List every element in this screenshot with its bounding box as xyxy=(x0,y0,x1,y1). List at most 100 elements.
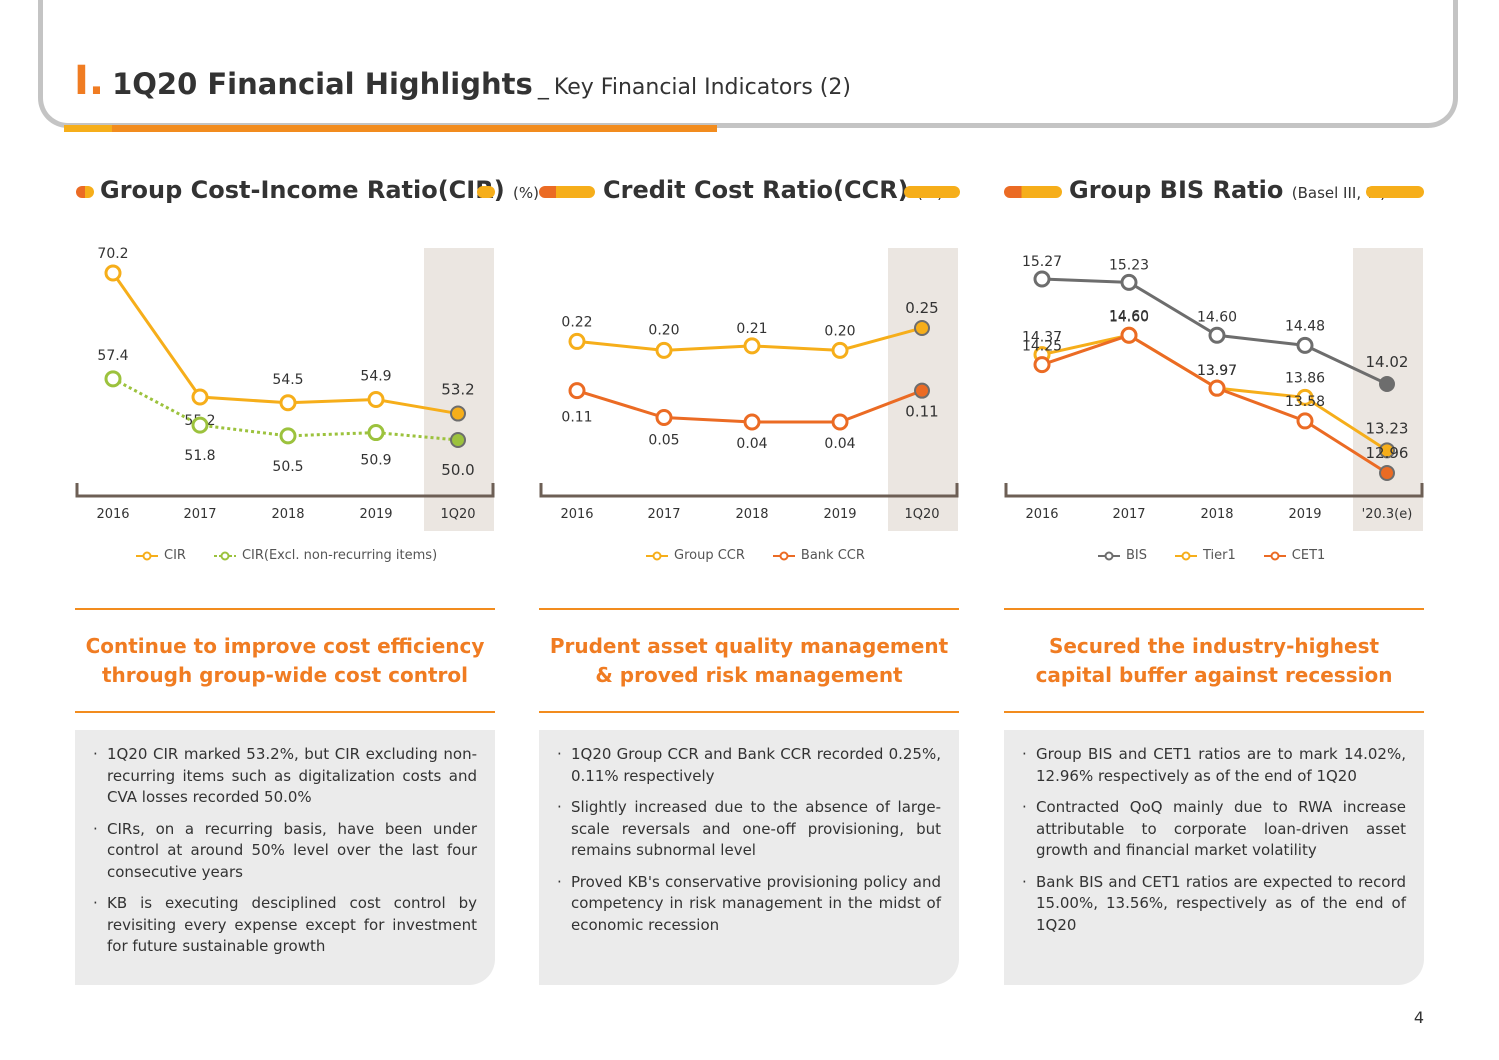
panel-title-cir: Group Cost-Income Ratio(CIR) (%) xyxy=(100,176,539,204)
divider xyxy=(1004,608,1424,610)
x-tick-label: 2017 xyxy=(647,507,680,522)
panel-title-bis: Group BIS Ratio (Basel III, %) xyxy=(1069,176,1386,204)
data-label: 14.25 xyxy=(1022,339,1062,355)
legend-swatch xyxy=(1098,551,1120,560)
divider xyxy=(1004,711,1424,713)
legend-label: Tier1 xyxy=(1203,548,1236,563)
data-label: 0.22 xyxy=(561,314,592,330)
data-point xyxy=(743,337,761,355)
series-line xyxy=(1041,333,1388,475)
axis-bracket xyxy=(539,483,959,498)
divider xyxy=(539,608,959,610)
legend-label: CIR(Excl. non-recurring items) xyxy=(241,548,438,563)
legend-swatch xyxy=(136,551,158,560)
bullet-item: Contracted QoQ mainly due to RWA increas… xyxy=(1022,797,1406,862)
bullet-item: 1Q20 CIR marked 53.2%, but CIR excluding… xyxy=(93,744,477,809)
data-point xyxy=(104,370,122,388)
bullet-item: Group BIS and CET1 ratios are to mark 14… xyxy=(1022,744,1406,787)
bullet-item: CIRs, on a recurring basis, have been un… xyxy=(93,819,477,884)
legend-swatch xyxy=(213,551,236,560)
divider xyxy=(75,711,495,713)
title-main: 1Q20 Financial Highlights xyxy=(112,67,533,101)
data-point xyxy=(1379,465,1395,481)
legend-swatch xyxy=(1263,551,1286,560)
x-tick-label: 2018 xyxy=(271,507,304,522)
data-point xyxy=(1296,336,1314,354)
x-tick-label: '20.3(e) xyxy=(1362,507,1413,522)
bullet-item: KB is executing desciplined cost control… xyxy=(93,893,477,958)
legend-label: CET1 xyxy=(1291,548,1326,563)
data-point xyxy=(914,382,930,399)
headline-line: capital buffer against recession xyxy=(1035,663,1393,687)
data-point xyxy=(279,427,297,445)
data-label: 13.97 xyxy=(1197,363,1237,379)
header-frame xyxy=(38,0,1458,128)
headline-line: through group-wide cost control xyxy=(102,663,468,687)
x-tick-label: 1Q20 xyxy=(440,507,475,522)
x-tick-label: 2018 xyxy=(1200,507,1233,522)
bullet-item: Proved KB's conservative provisioning po… xyxy=(557,872,941,937)
legend-item: CET1 xyxy=(1263,548,1326,563)
bullet-item: Slightly increased due to the absence of… xyxy=(557,797,941,862)
bullet-item: Bank BIS and CET1 ratios are expected to… xyxy=(1022,872,1406,937)
panel-title-unit: (%) xyxy=(513,184,539,202)
data-label: 0.20 xyxy=(824,323,855,339)
divider xyxy=(539,711,959,713)
headline-line: Prudent asset quality management xyxy=(549,634,949,658)
legend-item: Bank CCR xyxy=(772,548,865,563)
data-label: 50.9 xyxy=(360,453,391,469)
x-tick-label: 2018 xyxy=(735,507,768,522)
legend-label: CIR xyxy=(164,548,186,563)
headline-line: & proved risk management xyxy=(595,663,903,687)
data-point xyxy=(1296,388,1314,406)
headline-line: Continue to improve cost efficiency xyxy=(85,634,485,658)
data-label: 54.9 xyxy=(360,368,391,384)
legend-swatch xyxy=(772,551,795,560)
data-label: 15.23 xyxy=(1109,257,1149,273)
data-label: 15.27 xyxy=(1022,254,1062,270)
panel-title-text: Group BIS Ratio xyxy=(1069,176,1284,204)
data-point xyxy=(279,394,297,412)
panel-title-ccr: Credit Cost Ratio(CCR) (%) xyxy=(603,176,943,204)
series-line xyxy=(111,272,459,416)
data-point xyxy=(1033,270,1051,288)
legend-item: BIS xyxy=(1098,548,1147,563)
headline-line: Secured the industry-highest xyxy=(1048,634,1380,658)
section-numeral: I. xyxy=(74,58,105,104)
title-pill-left xyxy=(76,186,94,198)
x-tick-label: 2019 xyxy=(1288,507,1321,522)
data-point xyxy=(1208,379,1226,397)
data-point xyxy=(1296,412,1314,430)
data-point xyxy=(914,320,930,336)
data-label: 14.60 xyxy=(1109,308,1149,324)
data-label: 13.86 xyxy=(1285,370,1325,386)
bis-line-chart: 2016 2017 2018 2019 '20.3(e) 15.27 15.23 14.60 1… xyxy=(1004,248,1424,531)
data-label: 50.0 xyxy=(441,461,474,479)
legend-item: Group CCR xyxy=(646,548,745,563)
page-number: 4 xyxy=(1413,1008,1424,1027)
page-title: I. 1Q20 Financial Highlights _ Key Financ… xyxy=(74,58,851,104)
panel-title-unit: (Basel III, %) xyxy=(1291,184,1386,202)
data-label: 57.4 xyxy=(97,348,128,364)
data-label: 12.96 xyxy=(1366,444,1409,462)
title-subtitle: Key Financial Indicators (2) xyxy=(553,75,851,100)
panel-title-text: Credit Cost Ratio(CCR) xyxy=(603,176,909,204)
data-label: 53.2 xyxy=(441,381,474,399)
title-pill-right xyxy=(904,186,960,198)
data-label: 0.25 xyxy=(905,299,938,317)
legend-swatch xyxy=(646,551,668,560)
title-pill-left xyxy=(539,186,595,198)
data-point xyxy=(568,382,586,400)
data-point xyxy=(450,405,466,422)
data-point xyxy=(1033,356,1051,374)
headline-ccr: Prudent asset quality management & prove… xyxy=(539,632,959,690)
data-point xyxy=(1379,442,1395,459)
x-tick-label: 2016 xyxy=(1025,507,1058,522)
data-point xyxy=(831,413,849,431)
data-label: 13.97 xyxy=(1197,363,1237,379)
ccr-line-chart: 2016 2017 2018 2019 1Q20 0.22 0.20 0.21 0.20 0.25… xyxy=(539,248,959,531)
data-point xyxy=(655,341,673,359)
bullets-bis: Group BIS and CET1 ratios are to mark 14… xyxy=(1004,730,1424,985)
cir-legend: CIR CIR(Excl. non-recurring items) xyxy=(136,548,465,565)
title-pill-right xyxy=(477,186,495,198)
